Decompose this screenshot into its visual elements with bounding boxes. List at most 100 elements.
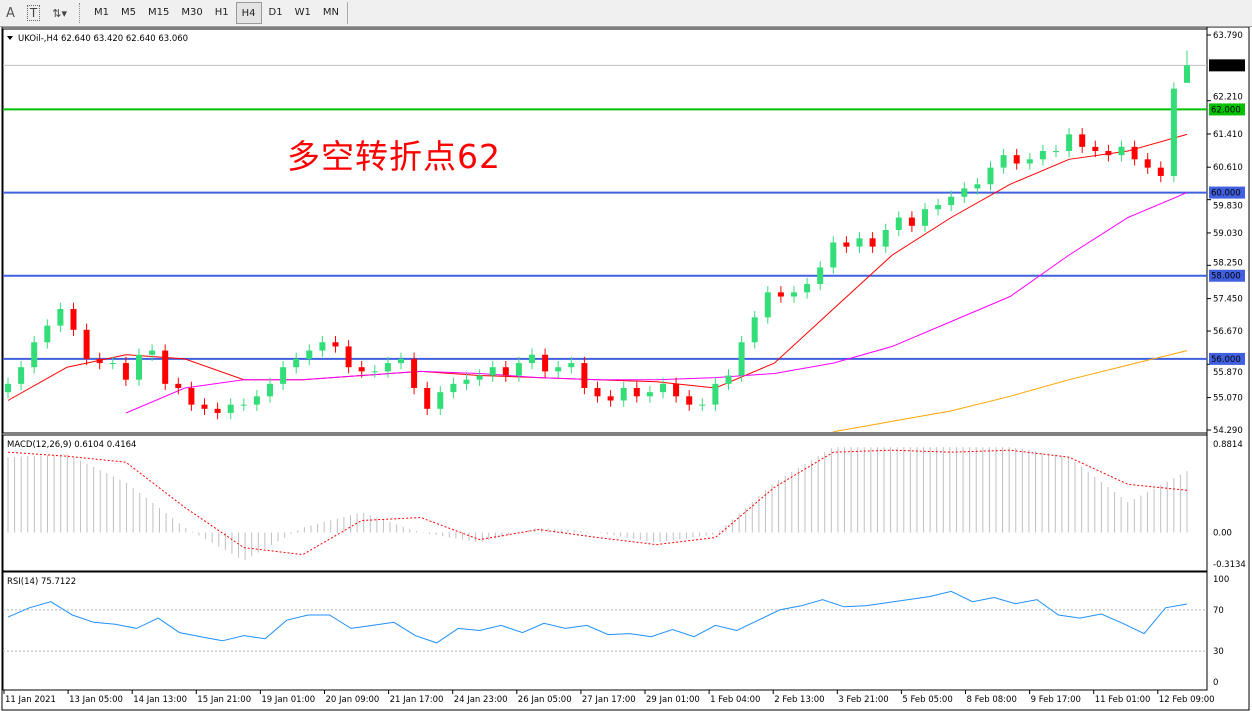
time-tick-label: 9 Feb 17:00 <box>1031 695 1081 705</box>
price-tick-label: 58.250 <box>1213 259 1243 269</box>
time-tick-label: 24 Jan 23:00 <box>454 695 508 705</box>
candle-body <box>987 167 994 185</box>
candle-body <box>764 292 771 318</box>
rsi-panel-frame <box>2 571 1208 691</box>
candle-body <box>961 188 968 197</box>
candle-body <box>319 342 326 351</box>
time-tick-label: 15 Jan 21:00 <box>197 695 251 705</box>
candle-body <box>869 238 876 247</box>
candle-body <box>411 358 418 389</box>
candle-body <box>515 363 522 376</box>
candle-body <box>699 404 706 406</box>
current-price-badge <box>1209 59 1245 72</box>
candle-body <box>96 358 103 364</box>
candle-body <box>463 379 470 384</box>
candle-body <box>633 388 640 397</box>
level-badge <box>1209 103 1245 116</box>
candle-body <box>267 383 273 397</box>
candle-body <box>109 363 116 365</box>
candle-body <box>424 388 431 409</box>
candle-body <box>777 292 784 297</box>
level-badge <box>1209 269 1245 282</box>
macd-tick-label: 0.00 <box>1213 529 1232 539</box>
candle-body <box>31 342 38 368</box>
candle-body <box>502 367 509 376</box>
text-icon: A <box>6 5 15 21</box>
candle-body <box>44 325 51 343</box>
timeframe-m30[interactable]: M30 <box>181 6 203 18</box>
candle-body <box>830 242 837 268</box>
candle-body <box>1079 134 1086 147</box>
candle-body <box>542 354 549 372</box>
candle-body <box>201 404 208 409</box>
rsi-tick-label: 30 <box>1213 647 1224 657</box>
candle-body <box>1092 146 1099 152</box>
candle-body <box>149 350 156 355</box>
candle-body <box>804 284 811 293</box>
arrows-tool-button[interactable]: ⇅▾ <box>47 3 72 23</box>
candle-body <box>332 342 339 347</box>
candle-body <box>175 383 182 389</box>
text-tool-button[interactable]: A <box>1 3 20 23</box>
time-tick-label: 27 Jan 17:00 <box>582 695 636 705</box>
candle-body <box>856 238 863 247</box>
timeframe-m15[interactable]: M15 <box>148 6 170 18</box>
macd-signal-line <box>7 449 1188 556</box>
candle-body <box>882 230 889 247</box>
candle-body <box>607 396 614 401</box>
candle-body <box>1105 151 1112 156</box>
price-tick-label: 57.450 <box>1213 295 1243 305</box>
collapse-triangle-icon <box>7 36 13 40</box>
timeframe-h4[interactable]: H4 <box>235 2 262 24</box>
candle-body <box>122 363 129 380</box>
arrows-icon: ⇅▾ <box>52 6 67 20</box>
moving-average-2 <box>833 350 1188 433</box>
candle-body <box>489 367 496 376</box>
candle-body <box>646 392 653 397</box>
candle-body <box>1118 146 1125 156</box>
timeframe-m1[interactable]: M1 <box>94 6 109 18</box>
candle-body <box>398 358 404 364</box>
text-label-icon: T <box>26 5 41 21</box>
timeframe-mn[interactable]: MN <box>322 6 339 18</box>
timeframe-group: M1 M5 M15 M30 H1 H4 D1 W1 MN <box>88 2 345 24</box>
candle-body <box>529 354 535 364</box>
level-badge <box>1209 352 1245 365</box>
candle-body <box>712 383 719 405</box>
rsi-tick-label: 0 <box>1213 678 1218 688</box>
timeframe-h1[interactable]: H1 <box>214 6 229 18</box>
toolbar: A T ⇅▾ M1 M5 M15 M30 H1 H4 D1 W1 MN <box>0 0 1252 27</box>
candle-body <box>948 196 955 206</box>
macd-title: MACD(12,26,9) 0.6104 0.4164 <box>7 440 136 450</box>
moving-average-0 <box>7 133 1188 401</box>
candle-body <box>1013 155 1020 164</box>
time-tick-label: 11 Jan 2021 <box>5 695 56 705</box>
candle-body <box>358 367 365 372</box>
candle-body <box>345 346 352 368</box>
current-price-label: 63.060 <box>1211 61 1241 71</box>
candle-body <box>1144 159 1151 168</box>
price-tick-label: 59.830 <box>1213 202 1243 212</box>
level-label: 56.000 <box>1211 355 1241 365</box>
chart-annotation: 多空转折点62 <box>287 137 501 176</box>
candle-body <box>594 388 601 397</box>
toolbar-divider <box>346 2 348 24</box>
price-tick-label: 54.290 <box>1213 426 1243 436</box>
candle-body <box>1131 146 1138 160</box>
candle-body <box>974 184 981 189</box>
candle-body <box>1039 151 1046 160</box>
timeframe-w1[interactable]: W1 <box>294 6 311 18</box>
time-tick-label: 19 Jan 01:00 <box>261 695 315 705</box>
level-label: 60.000 <box>1211 189 1241 199</box>
timeframe-d1[interactable]: D1 <box>268 6 283 18</box>
time-tick-label: 26 Jan 05:00 <box>518 695 572 705</box>
candle-body <box>922 209 928 226</box>
text-label-tool-button[interactable]: T <box>22 3 45 23</box>
candle-body <box>568 363 575 368</box>
timeframe-m5[interactable]: M5 <box>121 6 136 18</box>
level-badge <box>1209 186 1245 199</box>
time-tick-label: 21 Jan 17:00 <box>390 695 444 705</box>
candle-body <box>620 388 627 401</box>
candle-body <box>1184 65 1190 83</box>
